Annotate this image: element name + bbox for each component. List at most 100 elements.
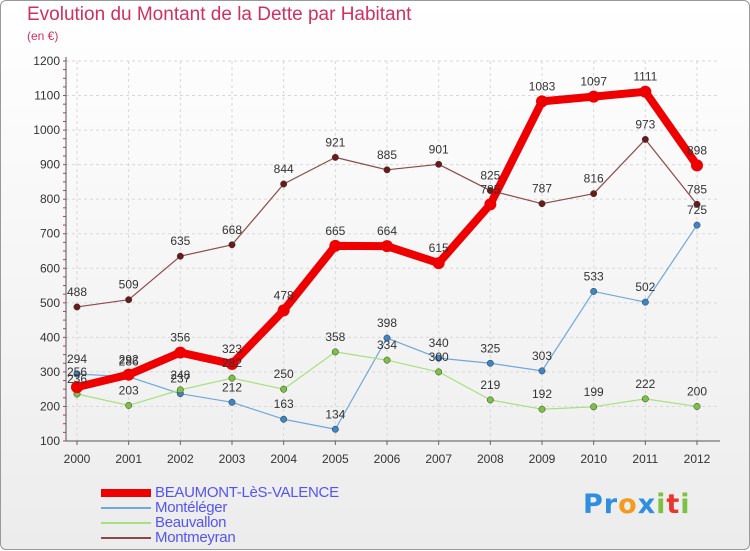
data-label: 901: [429, 142, 449, 156]
data-point: [329, 239, 342, 252]
data-point: [71, 381, 83, 394]
x-tick-label: 2003: [219, 452, 246, 466]
data-point: [228, 374, 236, 382]
data-label: 478: [274, 288, 294, 302]
data-label: 398: [377, 316, 397, 330]
data-label: 163: [274, 397, 294, 411]
data-point: [125, 401, 133, 409]
data-point: [228, 398, 236, 406]
data-label: 323: [222, 342, 242, 356]
y-tick-label: 1100: [34, 89, 60, 103]
data-point: [641, 135, 649, 143]
data-label: 286: [119, 355, 139, 369]
data-label: 1083: [529, 79, 556, 93]
data-label: 356: [170, 331, 190, 345]
data-label: 664: [377, 224, 397, 238]
logo-letter: P: [583, 489, 604, 520]
y-tick-label: 200: [40, 399, 60, 413]
series-layer: [71, 85, 703, 433]
chart-title: Evolution du Montant de la Dette par Hab…: [27, 4, 412, 25]
data-point: [641, 395, 649, 403]
data-label: 134: [325, 407, 345, 421]
y-tick-label: 500: [40, 296, 60, 310]
data-label: 340: [429, 336, 449, 350]
data-label: 334: [377, 338, 397, 352]
data-point: [538, 200, 546, 208]
x-tick-label: 2006: [374, 452, 401, 466]
data-point: [280, 180, 288, 188]
data-point: [486, 396, 494, 404]
grid-lines: [66, 60, 719, 442]
data-label: 509: [119, 278, 139, 292]
data-label: 358: [325, 330, 345, 344]
data-point: [538, 405, 546, 413]
data-point: [484, 198, 497, 211]
data-labels: 488 509 635 668 844 921 885 901 825 787 816 973 785 2…: [67, 70, 707, 422]
y-tick-label: 900: [40, 158, 60, 172]
data-label: 282: [222, 356, 242, 370]
data-label: 665: [325, 224, 345, 238]
x-tick-label: 2012: [684, 452, 711, 466]
x-tick-label: 2000: [64, 452, 91, 466]
data-point: [590, 287, 598, 295]
x-tick-label: 2007: [425, 452, 452, 466]
chart-unit: (en €): [27, 29, 59, 43]
data-point: [641, 298, 649, 306]
logo-letter: x: [637, 489, 657, 520]
data-point: [176, 386, 184, 394]
data-point: [383, 166, 391, 174]
data-label: 533: [584, 269, 604, 283]
data-label: 192: [532, 387, 552, 401]
data-label: 236: [67, 372, 87, 386]
logo-letter: i: [680, 489, 691, 520]
y-tick-label: 1000: [33, 123, 60, 137]
data-label: 885: [377, 148, 397, 162]
data-point: [693, 200, 701, 208]
y-tick-label: 400: [40, 330, 60, 344]
data-label: 785: [687, 182, 707, 196]
data-point: [587, 90, 600, 103]
legend-swatch: [101, 507, 151, 509]
x-tick-label: 2011: [632, 452, 658, 466]
data-point: [125, 296, 133, 304]
legend-label: Montmeyran: [155, 529, 236, 546]
data-point: [381, 240, 393, 253]
data-point: [73, 303, 81, 311]
data-label: 921: [325, 135, 345, 149]
data-point: [435, 368, 443, 376]
data-label: 488: [67, 285, 87, 299]
logo-letter: i: [656, 489, 667, 520]
data-point: [280, 415, 288, 423]
data-point: [435, 160, 443, 168]
data-label: 898: [687, 143, 707, 157]
data-point: [693, 403, 701, 410]
legend-label: BEAUMONT-LèS-VALENCE: [155, 484, 339, 501]
data-point: [693, 221, 701, 229]
data-label: 1097: [580, 75, 607, 89]
data-label: 237: [170, 372, 190, 386]
data-label: 825: [480, 169, 500, 183]
logo-letter: o: [618, 489, 638, 520]
data-label: 200: [687, 384, 707, 398]
data-label: 212: [222, 380, 242, 394]
data-point: [331, 153, 339, 161]
data-point: [280, 385, 288, 393]
data-point: [73, 370, 81, 378]
x-tick-label: 2010: [580, 452, 607, 466]
data-label: 300: [429, 350, 449, 364]
data-point: [432, 257, 445, 270]
data-point: [590, 403, 598, 411]
legend-label: Beauvallon: [155, 514, 227, 531]
data-point: [383, 334, 391, 342]
y-tick-label: 700: [40, 227, 60, 241]
x-tick-label: 2008: [477, 452, 504, 466]
x-tick-label: 2004: [270, 452, 297, 466]
x-tick-label: 2005: [322, 452, 349, 466]
data-point: [691, 159, 703, 172]
legend-label: Montéléger: [155, 499, 228, 516]
legend-swatch: [101, 537, 151, 539]
logo-letter: r: [603, 489, 619, 520]
data-point: [538, 367, 546, 375]
proxiti-logo: Proxiti: [583, 489, 691, 520]
